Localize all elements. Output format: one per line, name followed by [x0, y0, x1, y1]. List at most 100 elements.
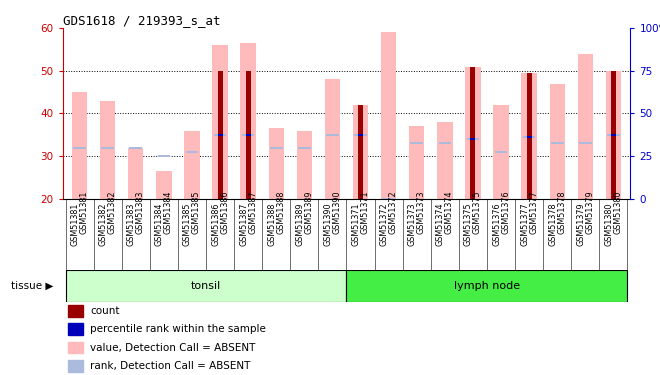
Bar — [471, 66, 475, 199]
Bar — [551, 142, 564, 144]
Bar — [354, 134, 367, 136]
Text: GSM51380: GSM51380 — [613, 191, 622, 234]
Bar — [72, 92, 87, 199]
Bar — [214, 134, 226, 136]
Bar — [129, 147, 142, 148]
Text: GSM51376: GSM51376 — [492, 202, 501, 246]
Bar — [185, 151, 198, 153]
Text: GSM51382: GSM51382 — [108, 191, 117, 234]
Text: GSM51373: GSM51373 — [416, 191, 426, 234]
Bar — [611, 71, 616, 199]
Bar — [326, 134, 339, 136]
Bar — [382, 198, 395, 200]
Bar — [69, 305, 82, 317]
Bar — [296, 130, 312, 199]
Text: GSM51386: GSM51386 — [220, 191, 229, 234]
Bar — [298, 147, 311, 148]
Text: lymph node: lymph node — [454, 281, 520, 291]
Text: GSM51386: GSM51386 — [211, 202, 220, 246]
Bar — [409, 126, 424, 199]
Text: GSM51378: GSM51378 — [557, 191, 566, 234]
Text: GSM51379: GSM51379 — [576, 202, 585, 246]
Bar — [218, 134, 222, 136]
Text: GSM51374: GSM51374 — [445, 191, 454, 234]
Bar — [579, 142, 591, 144]
Bar — [358, 134, 363, 136]
Text: GSM51373: GSM51373 — [408, 202, 416, 246]
Bar — [495, 151, 508, 153]
Text: percentile rank within the sample: percentile rank within the sample — [90, 324, 266, 334]
Bar — [438, 142, 451, 144]
Text: GSM51374: GSM51374 — [436, 202, 445, 246]
Text: GSM51389: GSM51389 — [304, 191, 313, 234]
Text: GSM51379: GSM51379 — [585, 191, 595, 234]
Text: GSM51385: GSM51385 — [183, 202, 192, 246]
Bar — [65, 270, 346, 302]
Bar — [246, 71, 251, 199]
Bar — [158, 155, 170, 157]
Text: count: count — [90, 306, 119, 316]
Bar — [100, 100, 116, 199]
Text: GSM51377: GSM51377 — [529, 191, 538, 234]
Text: GSM51371: GSM51371 — [360, 191, 370, 234]
Bar — [527, 73, 532, 199]
Bar — [156, 171, 172, 199]
Text: GSM51383: GSM51383 — [136, 191, 145, 234]
Text: tonsil: tonsil — [191, 281, 221, 291]
Text: GSM51384: GSM51384 — [155, 202, 164, 246]
Text: rank, Detection Call = ABSENT: rank, Detection Call = ABSENT — [90, 361, 250, 371]
Bar — [325, 80, 340, 199]
Bar — [358, 105, 363, 199]
Text: GSM51376: GSM51376 — [501, 191, 510, 234]
Bar — [611, 134, 616, 136]
Bar — [465, 66, 480, 199]
Text: value, Detection Call = ABSENT: value, Detection Call = ABSENT — [90, 343, 255, 352]
Bar — [346, 270, 628, 302]
Text: GSM51378: GSM51378 — [548, 202, 557, 246]
Text: GSM51381: GSM51381 — [80, 191, 88, 234]
Text: tissue ▶: tissue ▶ — [11, 281, 53, 291]
Bar — [353, 105, 368, 199]
Text: GSM51384: GSM51384 — [164, 191, 173, 234]
Text: GSM51385: GSM51385 — [192, 191, 201, 234]
Text: GSM51371: GSM51371 — [352, 202, 360, 246]
Text: GSM51383: GSM51383 — [127, 202, 136, 246]
Bar — [69, 360, 82, 372]
Text: GSM51380: GSM51380 — [605, 202, 613, 246]
Bar — [69, 342, 82, 353]
Text: GSM51387: GSM51387 — [248, 191, 257, 234]
Text: GDS1618 / 219393_s_at: GDS1618 / 219393_s_at — [63, 14, 220, 27]
Bar — [246, 134, 251, 136]
Bar — [471, 138, 475, 140]
Text: GSM51388: GSM51388 — [267, 202, 277, 246]
Bar — [607, 134, 620, 136]
Text: GSM51381: GSM51381 — [71, 202, 80, 246]
Bar — [606, 71, 621, 199]
Text: GSM51377: GSM51377 — [520, 202, 529, 246]
Bar — [550, 84, 565, 199]
Bar — [521, 73, 537, 199]
Bar — [467, 138, 479, 140]
Bar — [218, 71, 222, 199]
Bar — [523, 136, 535, 138]
Bar — [102, 147, 114, 148]
Text: GSM51387: GSM51387 — [239, 202, 248, 246]
Text: GSM51390: GSM51390 — [333, 191, 341, 234]
Bar — [269, 128, 284, 199]
Text: GSM51390: GSM51390 — [323, 202, 333, 246]
Text: GSM51375: GSM51375 — [473, 191, 482, 234]
Text: GSM51388: GSM51388 — [277, 191, 285, 234]
Text: GSM51375: GSM51375 — [464, 202, 473, 246]
Bar — [527, 136, 532, 138]
Bar — [69, 324, 82, 335]
Bar — [411, 142, 423, 144]
Text: GSM51389: GSM51389 — [296, 202, 304, 246]
Bar — [242, 134, 255, 136]
Text: GSM51382: GSM51382 — [98, 202, 108, 246]
Bar — [270, 147, 282, 148]
Bar — [128, 148, 143, 199]
Bar — [213, 45, 228, 199]
Bar — [73, 147, 86, 148]
Bar — [184, 130, 200, 199]
Text: GSM51372: GSM51372 — [379, 202, 389, 246]
